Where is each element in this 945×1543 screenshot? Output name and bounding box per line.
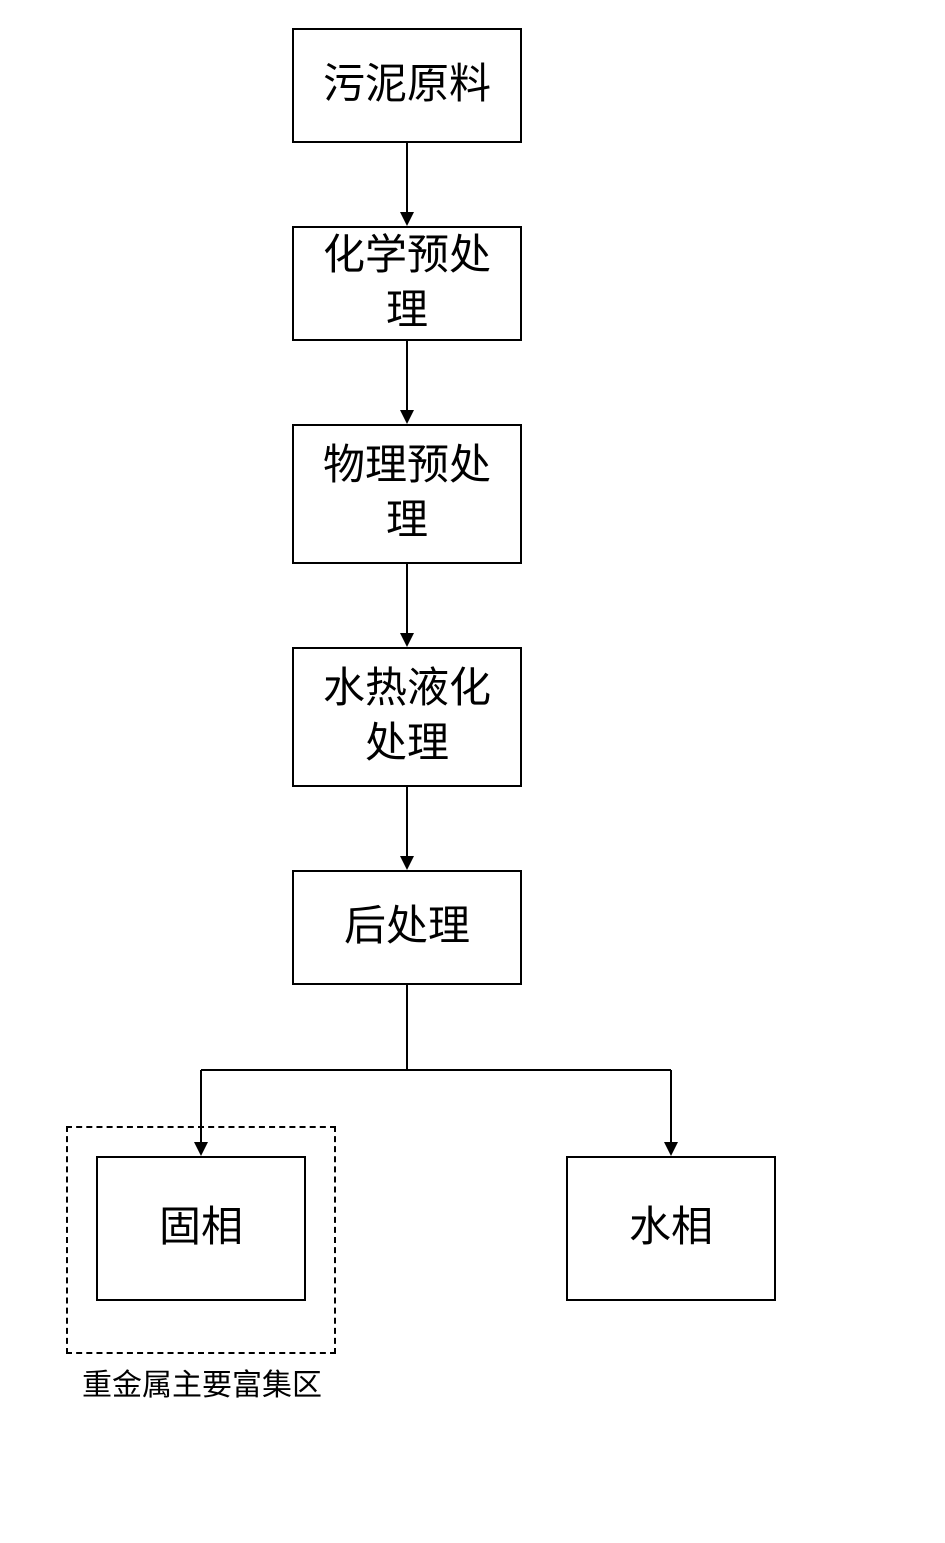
- node-physical-pretreatment: 物理预处理: [292, 424, 522, 564]
- flowchart-container: 污泥原料 化学预处理 物理预处理 水热液化处理 后处理 固相 水相 重金属主要富…: [0, 0, 945, 1543]
- node-post-treatment: 后处理: [292, 870, 522, 985]
- arrow-n1-n2: [397, 143, 417, 226]
- node-sludge-raw: 污泥原料: [292, 28, 522, 143]
- caption-enrichment: 重金属主要富集区: [76, 1360, 328, 1404]
- node-label: 水热液化处理: [323, 662, 491, 771]
- node-label: 水相: [629, 1201, 713, 1256]
- node-label: 污泥原料: [323, 58, 491, 113]
- dashed-enrichment-region: [66, 1126, 336, 1354]
- node-label: 物理预处理: [323, 439, 491, 548]
- node-label: 后处理: [344, 900, 470, 955]
- node-hydrothermal-liquefaction: 水热液化处理: [292, 647, 522, 787]
- arrow-n3-n4: [397, 564, 417, 647]
- arrow-n4-n5: [397, 787, 417, 870]
- node-water-phase: 水相: [566, 1156, 776, 1301]
- arrow-n2-n3: [397, 341, 417, 424]
- arrow-n5-branch: [191, 985, 691, 1156]
- node-label: 化学预处理: [304, 229, 510, 338]
- node-chemical-pretreatment: 化学预处理: [292, 226, 522, 341]
- caption-text: 重金属主要富集区: [82, 1369, 322, 1402]
